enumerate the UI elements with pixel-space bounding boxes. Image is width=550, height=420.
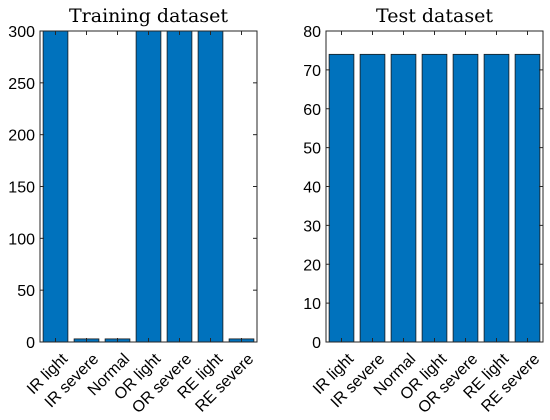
y-tick-label: 50 [17,283,35,300]
y-tick-label: 10 [303,296,321,313]
bar-re-light [483,53,510,343]
bar-or-light [421,53,448,343]
chart-title: Training dataset [69,5,228,27]
bar-re-light [197,30,224,343]
y-tick-label: 250 [8,76,35,93]
y-tick-label: 0 [26,335,35,352]
bar-or-light [135,30,162,343]
bar-normal [390,53,417,343]
y-tick-label: 0 [312,335,321,352]
y-tick-label: 150 [8,180,35,197]
y-tick-label: 40 [303,180,321,197]
y-tick-label: 60 [303,102,321,119]
y-tick-label: 300 [8,24,35,41]
y-tick-label: 100 [8,231,35,248]
y-tick-label: 50 [303,141,321,158]
chart-title: Test dataset [376,5,493,27]
bar-or-severe [166,30,193,343]
y-tick-label: 70 [303,63,321,80]
bar-ir-light [42,30,69,343]
y-tick-label: 20 [303,257,321,274]
y-tick-label: 30 [303,218,321,235]
bar-re-severe [514,53,541,343]
bar-ir-light [328,53,355,343]
bar-or-severe [452,53,479,343]
y-tick-label: 200 [8,128,35,145]
bar-ir-severe [359,53,386,343]
y-tick-label: 80 [303,24,321,41]
